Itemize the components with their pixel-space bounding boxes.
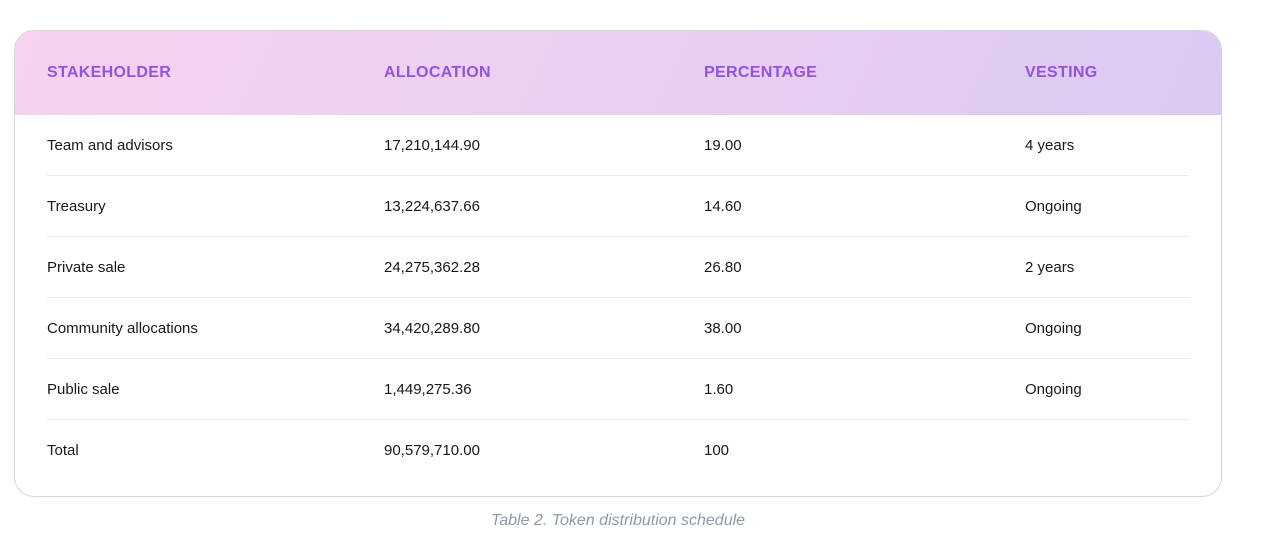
column-header-stakeholder: STAKEHOLDER: [47, 64, 172, 81]
cell-allocation: 90,579,710.00: [384, 441, 480, 459]
cell-vesting: Ongoing: [1025, 380, 1082, 398]
cell-vesting: Ongoing: [1025, 197, 1082, 215]
table-caption: Table 2. Token distribution schedule: [490, 512, 746, 529]
cell-percentage: 26.80: [704, 258, 742, 276]
row-divider: [47, 358, 1189, 359]
table-row-total: Total 90,579,710.00 100: [15, 420, 1221, 480]
column-header-percentage: PERCENTAGE: [704, 64, 818, 81]
cell-stakeholder: Community allocations: [47, 319, 198, 337]
table-row: Public sale 1,449,275.36 1.60 Ongoing: [15, 359, 1221, 419]
cell-stakeholder: Total: [47, 441, 79, 459]
cell-allocation: 1,449,275.36: [384, 380, 472, 398]
cell-vesting: 4 years: [1025, 136, 1075, 154]
cell-allocation: 13,224,637.66: [384, 197, 480, 215]
cell-allocation: 24,275,362.28: [384, 258, 480, 276]
row-divider: [47, 419, 1189, 420]
cell-stakeholder: Public sale: [47, 380, 120, 398]
cell-percentage: 19.00: [704, 136, 742, 154]
row-divider: [47, 236, 1189, 237]
cell-stakeholder: Team and advisors: [47, 136, 173, 154]
cell-percentage: 1.60: [704, 380, 734, 398]
cell-percentage: 38.00: [704, 319, 742, 337]
table-header-row: STAKEHOLDER ALLOCATION PERCENTAGE VESTIN…: [15, 31, 1221, 115]
table-row: Community allocations 34,420,289.80 38.0…: [15, 298, 1221, 358]
cell-percentage: 100: [704, 441, 730, 459]
cell-allocation: 34,420,289.80: [384, 319, 480, 337]
column-header-allocation: ALLOCATION: [384, 64, 491, 81]
table-body: Team and advisors 17,210,144.90 19.00 4 …: [15, 115, 1221, 480]
table-row: Private sale 24,275,362.28 26.80 2 years: [15, 237, 1221, 297]
cell-stakeholder: Treasury: [47, 197, 106, 215]
cell-percentage: 14.60: [704, 197, 742, 215]
table-row: Treasury 13,224,637.66 14.60 Ongoing: [15, 176, 1221, 236]
row-divider: [47, 175, 1189, 176]
cell-vesting: 2 years: [1025, 258, 1075, 276]
row-divider: [47, 297, 1189, 298]
cell-allocation: 17,210,144.90: [384, 136, 480, 154]
cell-stakeholder: Private sale: [47, 258, 126, 276]
token-distribution-table: STAKEHOLDER ALLOCATION PERCENTAGE VESTIN…: [14, 30, 1222, 497]
column-header-vesting: VESTING: [1025, 64, 1098, 81]
cell-vesting: Ongoing: [1025, 319, 1082, 337]
table-row: Team and advisors 17,210,144.90 19.00 4 …: [15, 115, 1221, 175]
